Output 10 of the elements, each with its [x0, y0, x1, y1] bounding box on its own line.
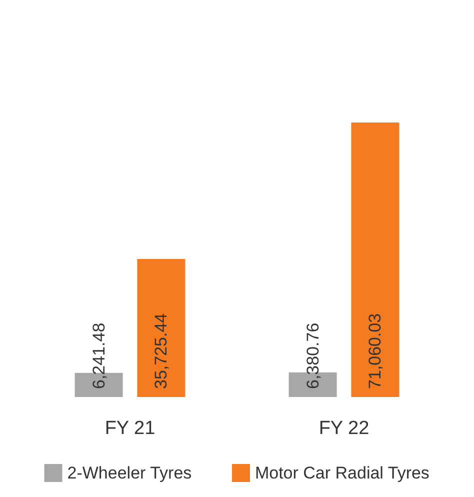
legend-label: 2-Wheeler Tyres — [67, 464, 192, 482]
data-label: 35,725.44 — [152, 313, 171, 389]
x-tick-label: FY 22 — [318, 418, 370, 439]
bar — [351, 122, 400, 397]
data-label: 6,241.48 — [89, 322, 108, 389]
data-label: 6,380.76 — [303, 322, 322, 389]
legend-label: Motor Car Radial Tyres — [254, 464, 430, 482]
x-tick-label: FY 21 — [104, 418, 156, 439]
bar — [137, 259, 186, 397]
data-label: 71,060.03 — [366, 313, 385, 389]
